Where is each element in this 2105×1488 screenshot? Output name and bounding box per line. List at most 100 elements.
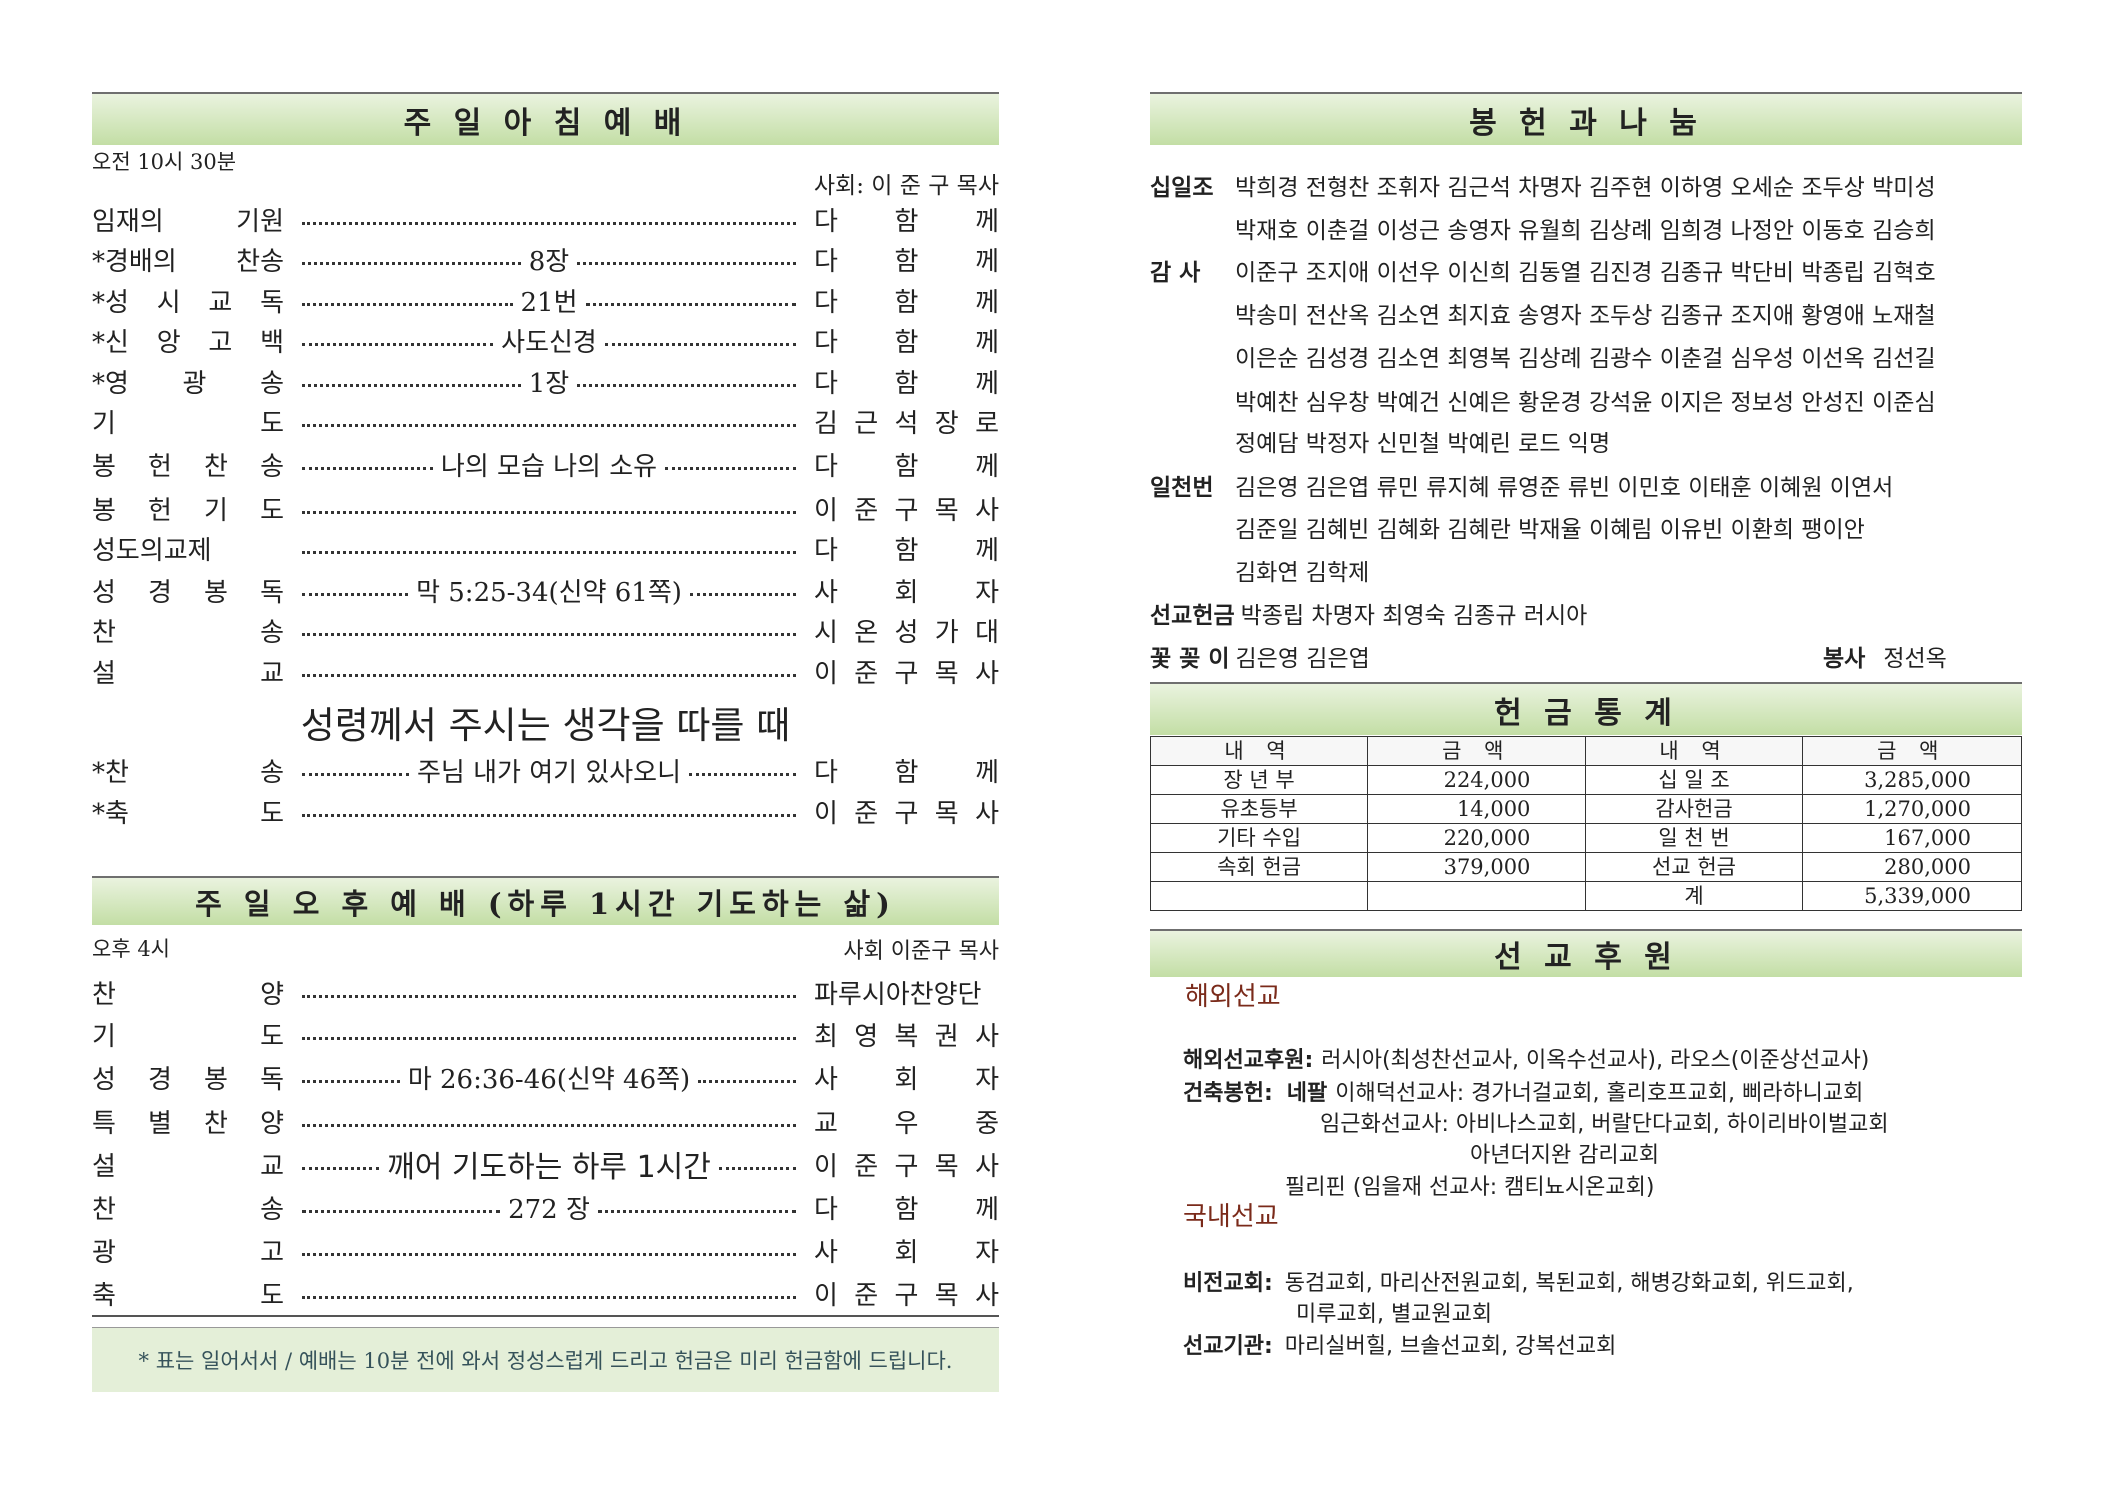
mission-country: 네팔 [1286, 1081, 1328, 1106]
dots [604, 342, 796, 346]
offering-line: 감 사 이준구 조지애 이선우 이신희 김동열 김진경 김종규 박단비 박종립 김… [1150, 252, 1936, 288]
offering-line: 김준일 김혜빈 김혜화 김혜란 박재율 이혜림 이유빈 이환희 팽이안 [1150, 509, 1865, 545]
dots [665, 466, 796, 470]
order-detail: 나의 모습 나의 소유 [440, 451, 658, 482]
table-cell: 감사헌금 [1585, 794, 1803, 824]
leader-dots: 마 26:36-46(신약 46쪽) [294, 1059, 804, 1096]
leader-dots [294, 806, 804, 817]
order-leader: 다 함 께 [814, 1194, 999, 1225]
offering-line: 김화연 김학제 [1150, 552, 1369, 588]
dots [302, 813, 796, 817]
mission-text: 아년더지완 감리교회 [1470, 1143, 1660, 1168]
mission-label: 선교기관: [1183, 1334, 1273, 1359]
order-detail: 1장 [528, 368, 570, 399]
order-name: 봉 헌 기 도 [92, 495, 284, 526]
offering-names: 김화연 김학제 [1235, 560, 1370, 586]
dots [302, 1209, 501, 1213]
mission-line: 비전교회: 동검교회, 마리산전원교회, 복된교회, 해병강화교회, 위드교회, [1183, 1268, 1854, 1300]
offering-names: 이준구 조지애 이선우 이신희 김동열 김진경 김종규 박단비 박종립 김혁호 [1235, 260, 1936, 286]
leader-dots: 막 5:25-34(신약 61쪽) [294, 572, 804, 609]
order-detail: 272 장 [508, 1194, 590, 1225]
order-name: *신 앙 고 백 [92, 327, 284, 358]
table-cell [1367, 881, 1587, 911]
subheading: 국내선교 [1183, 1202, 1279, 1232]
dots [302, 302, 513, 306]
dots [689, 772, 796, 776]
table-cell: 기타 수입 [1149, 823, 1369, 853]
service-line: 봉사 정선옥 [1823, 638, 1947, 674]
order-leader: 이 준 구 목 사 [814, 1280, 999, 1311]
leader-dots: 깨어 기도하는 하루 1시간 [294, 1142, 804, 1186]
table-row: 속회 헌금 379,000 선교 헌금 280,000 [1149, 852, 2023, 882]
presider: 사회: 이 준 구 목사 [813, 173, 999, 199]
leader-dots [294, 416, 804, 427]
dots [302, 221, 796, 225]
sermon-title: 성령께서 주시는 생각을 따를 때 [300, 704, 791, 747]
order-leader: 다 함 께 [814, 327, 999, 358]
offering-names: 김은영 김은엽 [1235, 646, 1370, 672]
dots [302, 550, 796, 554]
table-cell: 일 천 번 [1585, 823, 1803, 853]
table-cell: 379,000 [1367, 852, 1587, 882]
offering-line: 박예찬 심우창 박예건 신예은 황운경 강석윤 이지은 정보성 안성진 이준심 [1150, 382, 1936, 418]
order-leader: 사 회 자 [814, 1237, 999, 1268]
mission-line: 임근화선교사: 아비나스교회, 버랄단다교회, 하이리바이벌교회 [1320, 1109, 1889, 1141]
mission-text: 동검교회, 마리산전원교회, 복된교회, 해병강화교회, 위드교회, [1284, 1271, 1854, 1296]
order-row: 봉 헌 찬 송 나의 모습 나의 소유 다 함 께 [92, 444, 999, 484]
table-cell: 14,000 [1367, 794, 1587, 824]
table-cell: 3,285,000 [1801, 765, 2023, 795]
order-name: 찬 송 [92, 1194, 284, 1225]
dots [718, 1166, 797, 1170]
dots [302, 994, 796, 998]
footer-note: * 표는 일어서서 / 예배는 10분 전에 와서 정성스럽게 드리고 헌금은 … [138, 1349, 953, 1373]
service-name: 정선옥 [1883, 646, 1947, 672]
order-leader: 이 준 구 목 사 [814, 495, 999, 526]
mission-text: 마리실버힐, 브솔선교회, 강복선교회 [1284, 1334, 1617, 1359]
leader-dots: 사도신경 [294, 322, 804, 359]
leader-dots [294, 1288, 804, 1299]
offering-line: 정예담 박정자 신민철 박예린 로드 익명 [1150, 423, 1610, 459]
mission-label: 비전교회: [1183, 1271, 1273, 1296]
table-header: 금 액 [1801, 736, 2023, 766]
order-row: *신 앙 고 백 사도신경 다 함 께 [92, 320, 999, 360]
order-name: *찬 송 [92, 757, 284, 788]
order-row: *경배의 찬송 8장 다 함 께 [92, 239, 999, 279]
order-leader: 이 준 구 목 사 [814, 798, 999, 829]
leader-dots: 나의 모습 나의 소유 [294, 446, 804, 483]
service-time: 오후 4시 [92, 937, 170, 961]
order-leader: 다 함 께 [814, 206, 999, 237]
table-cell: 유초등부 [1149, 794, 1369, 824]
order-detail: 8장 [528, 246, 570, 277]
order-row: 성 경 봉 독 막 5:25-34(신약 61쪽) 사 회 자 [92, 570, 999, 610]
order-name: 특 별 찬 양 [92, 1108, 284, 1139]
table-header: 금 액 [1367, 736, 1587, 766]
table-cell: 167,000 [1801, 823, 2023, 853]
order-name: 기 도 [92, 408, 284, 439]
section-heading: 헌 금 통 계 [1150, 682, 2022, 735]
order-detail: 마 26:36-46(신약 46쪽) [407, 1064, 691, 1095]
leader-dots [294, 503, 804, 514]
table-row: 기타 수입 220,000 일 천 번 167,000 [1149, 823, 2023, 853]
section-heading: 선 교 후 원 [1150, 929, 2022, 977]
mission-text: 필리핀 (임을재 선교사: 캠티뇨시온교회) [1285, 1175, 1655, 1200]
dots [302, 510, 796, 514]
table-header: 내 역 [1585, 736, 1803, 766]
presider: 사회 이준구 목사 [843, 939, 999, 964]
subheading: 해외선교 [1185, 982, 1281, 1012]
dots [302, 1036, 796, 1040]
section-heading: 주 일 아 침 예 배 [92, 92, 999, 145]
dots [577, 261, 796, 265]
offering-label: 감 사 [1150, 260, 1201, 286]
dots [585, 302, 797, 306]
order-row: 찬 송 272 장 다 함 께 [92, 1187, 999, 1227]
order-name: *영 광 송 [92, 368, 284, 399]
offering-line: 선교헌금 박종립 차명자 최영숙 김종규 러시아 [1150, 595, 1587, 631]
offering-names: 박송미 전산옥 김소연 최지효 송영자 조두상 김종규 조지애 황영애 노재철 [1235, 303, 1936, 329]
dots [302, 466, 433, 470]
offering-label: 꽃 꽂 이 [1150, 646, 1230, 672]
offering-line: 이은순 김성경 김소연 최영복 김상례 김광수 이춘걸 심우성 이선옥 김선길 [1150, 338, 1936, 374]
